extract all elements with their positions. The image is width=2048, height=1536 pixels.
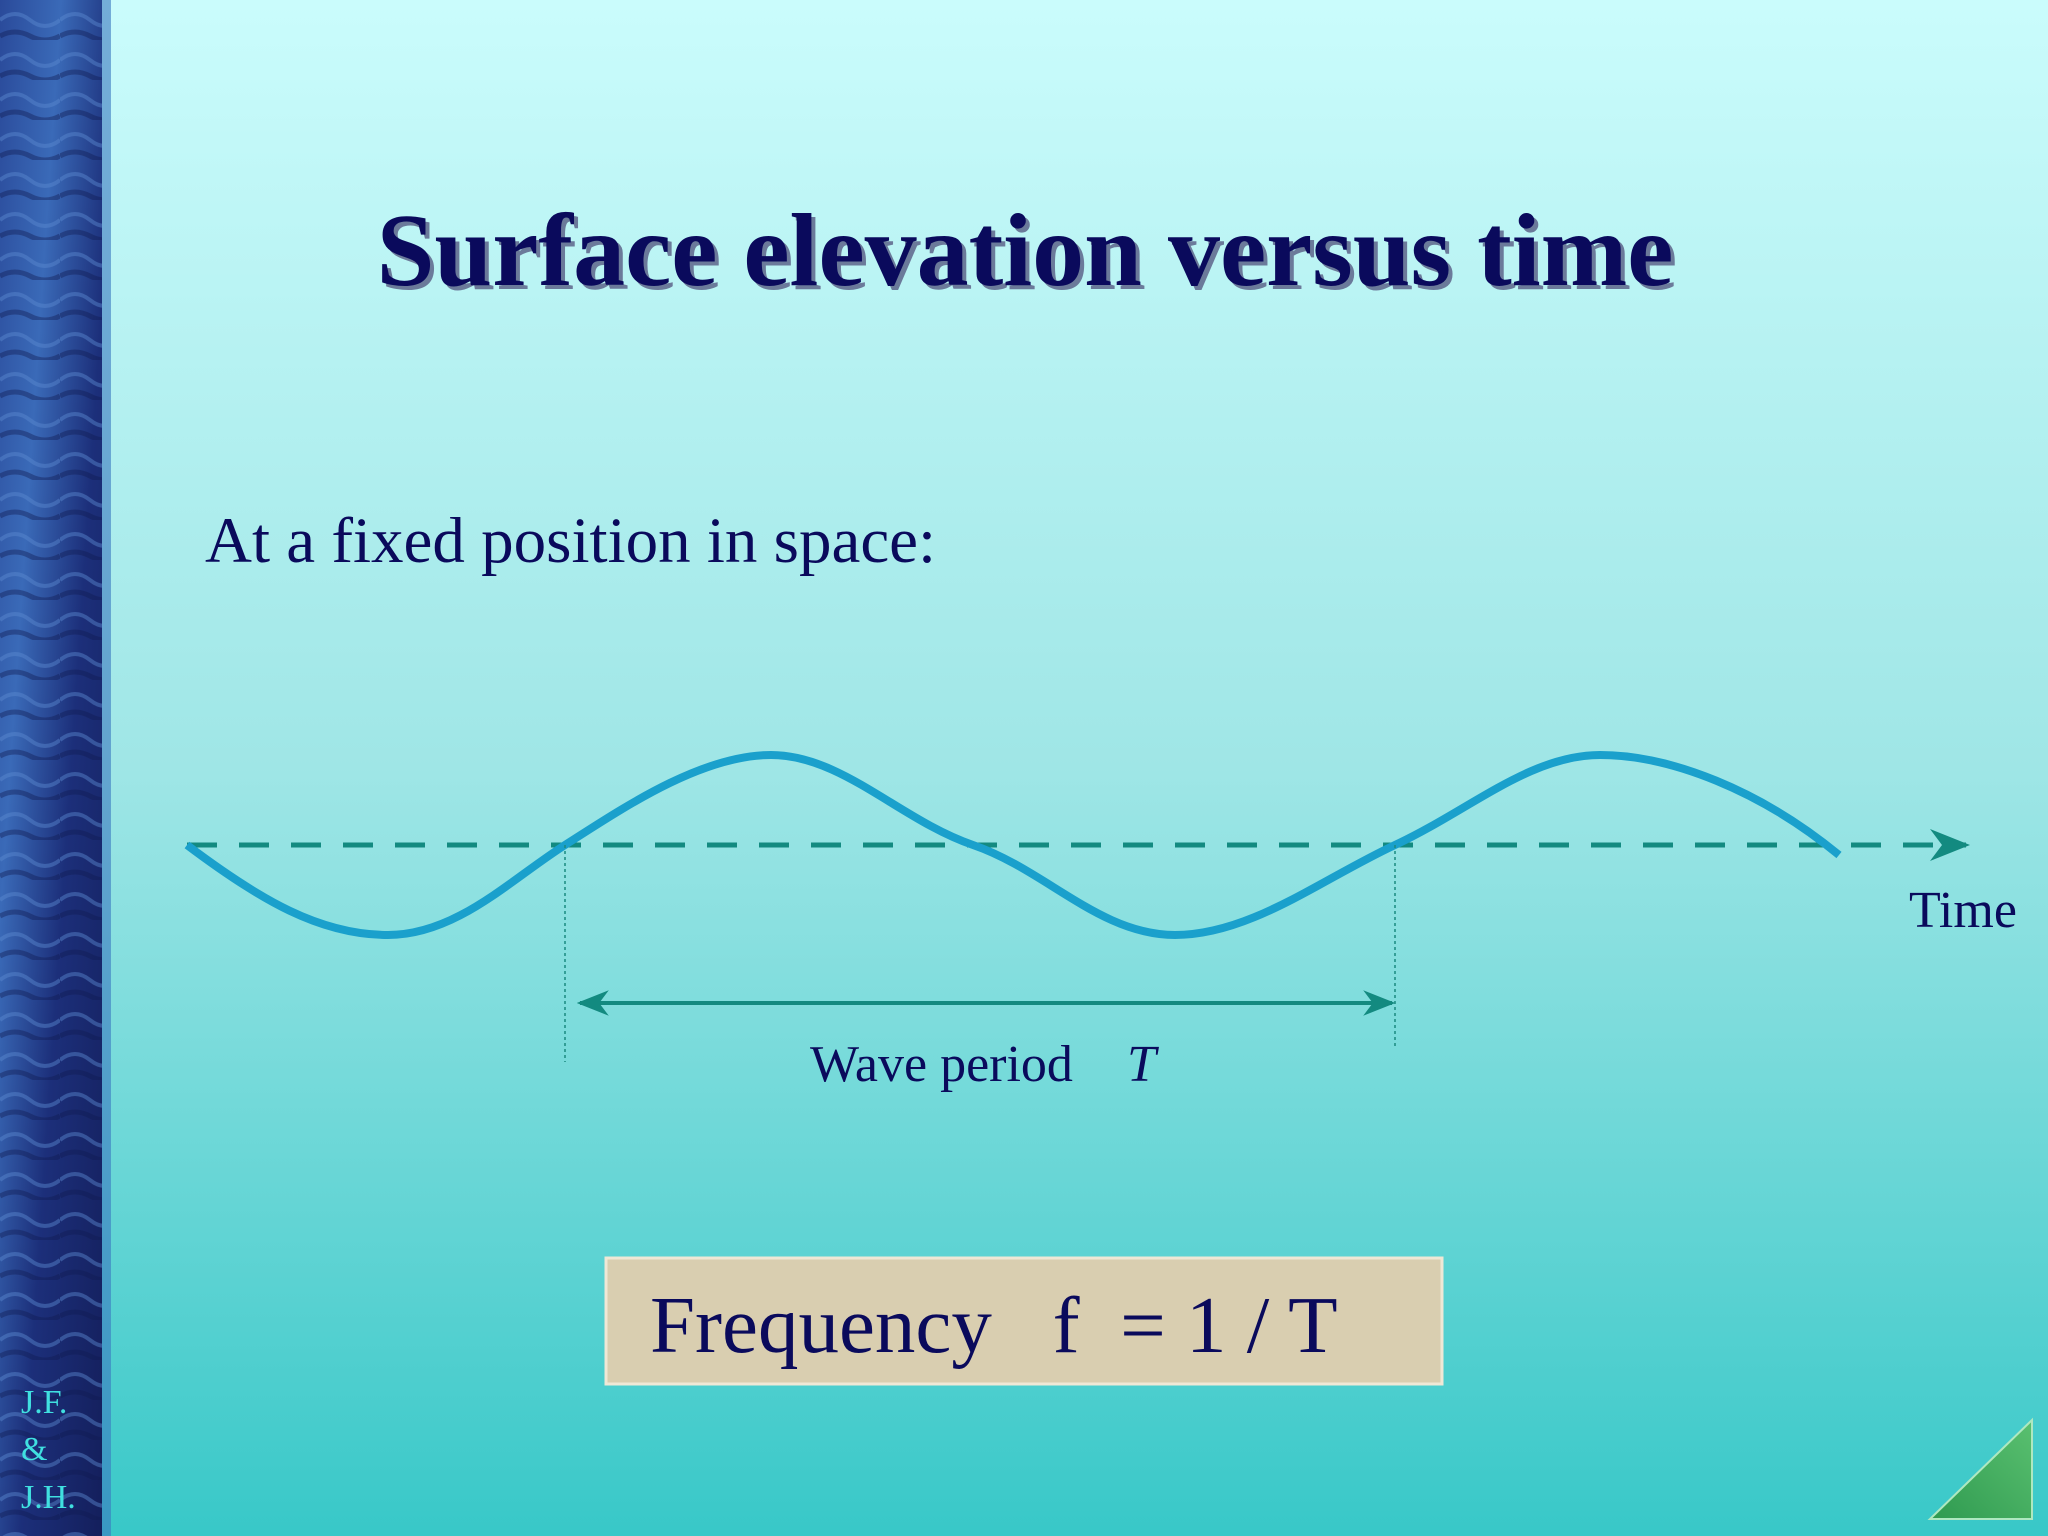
formula: Frequency f = 1 / T — [650, 1280, 1338, 1370]
footer-line: J.F. — [21, 1384, 67, 1421]
formula-box — [604, 1256, 1444, 1386]
footer-line: & — [21, 1431, 47, 1468]
title-shadow: Surface elevation versus time — [381, 197, 1678, 312]
axis-label: Time — [1909, 882, 2017, 939]
title: Surface elevation versus time — [377, 193, 1674, 308]
side-bar-edge — [102, 0, 111, 1536]
next-slide-button[interactable] — [1927, 1417, 2033, 1520]
wave-curve — [184, 750, 1842, 940]
footer-line: J.H. — [21, 1479, 76, 1516]
period-label: Wave period — [810, 1036, 1073, 1093]
period-symbol: T — [1127, 1036, 1159, 1093]
subtitle: At a fixed position in space: — [205, 505, 936, 577]
side-bar-texture — [0, 0, 102, 1536]
